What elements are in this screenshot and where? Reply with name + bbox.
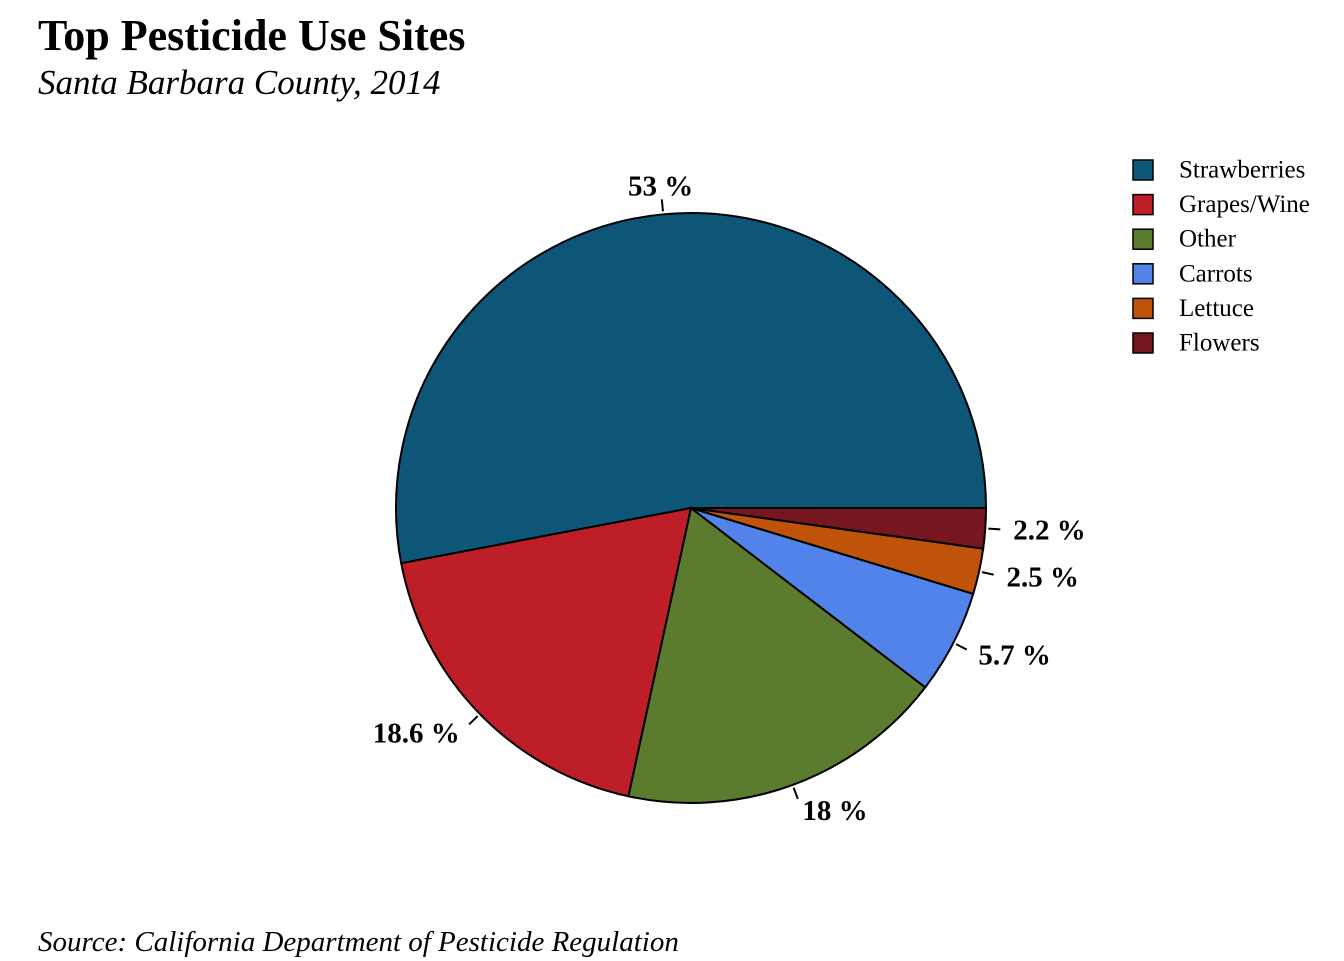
pie-slices bbox=[395, 212, 988, 804]
label-tick-carrots bbox=[955, 643, 968, 651]
legend-swatch-strawberries bbox=[1132, 159, 1154, 181]
legend-label-grapes-wine: Grapes/Wine bbox=[1179, 191, 1310, 218]
legend-label-carrots: Carrots bbox=[1179, 260, 1253, 287]
legend-swatch-grapes-wine bbox=[1132, 193, 1154, 216]
legend-swatch-flowers bbox=[1132, 332, 1154, 354]
chart-title: Top Pesticide Use Sites bbox=[38, 11, 466, 60]
legend-label-flowers: Flowers bbox=[1179, 330, 1260, 357]
legend-swatch-lettuce bbox=[1132, 297, 1154, 320]
legend-label-other: Other bbox=[1179, 226, 1237, 253]
label-tick-grapes-wine bbox=[468, 715, 479, 726]
pie-slice-strawberries bbox=[395, 212, 988, 565]
slice-labels: 53 % 18.6 % 18 % 5.7 % 2.5 % 2.2 % bbox=[373, 170, 1086, 827]
legend-label-lettuce: Lettuce bbox=[1179, 295, 1254, 322]
label-tick-lettuce bbox=[981, 571, 994, 576]
label-tick-strawberries bbox=[660, 199, 664, 212]
slice-label-lettuce: 2.5 % bbox=[1006, 561, 1079, 593]
pie-slice-other bbox=[627, 506, 927, 804]
pie-slice-flowers bbox=[690, 507, 988, 550]
slice-label-strawberries: 53 % bbox=[628, 170, 693, 202]
label-tick-flowers bbox=[988, 527, 1001, 531]
slice-label-grapes-wine: 18.6 % bbox=[373, 718, 460, 750]
pie-slice-grapes-wine bbox=[400, 506, 693, 798]
label-ticks bbox=[468, 199, 1001, 800]
chart-subtitle: Santa Barbara County, 2014 bbox=[38, 63, 441, 102]
legend-swatch-other bbox=[1132, 228, 1154, 250]
source-note: Source: California Department of Pestici… bbox=[38, 926, 679, 958]
legend-label-strawberries: Strawberries bbox=[1179, 157, 1305, 184]
slice-label-flowers: 2.2 % bbox=[1013, 514, 1085, 546]
slice-label-carrots: 5.7 % bbox=[978, 640, 1051, 672]
legend-swatch-carrots bbox=[1132, 263, 1154, 285]
slice-label-other: 18 % bbox=[802, 795, 867, 827]
label-tick-other bbox=[792, 787, 799, 800]
legend: Strawberries Grapes/Wine Other Carrots Lettu… bbox=[1132, 157, 1310, 357]
